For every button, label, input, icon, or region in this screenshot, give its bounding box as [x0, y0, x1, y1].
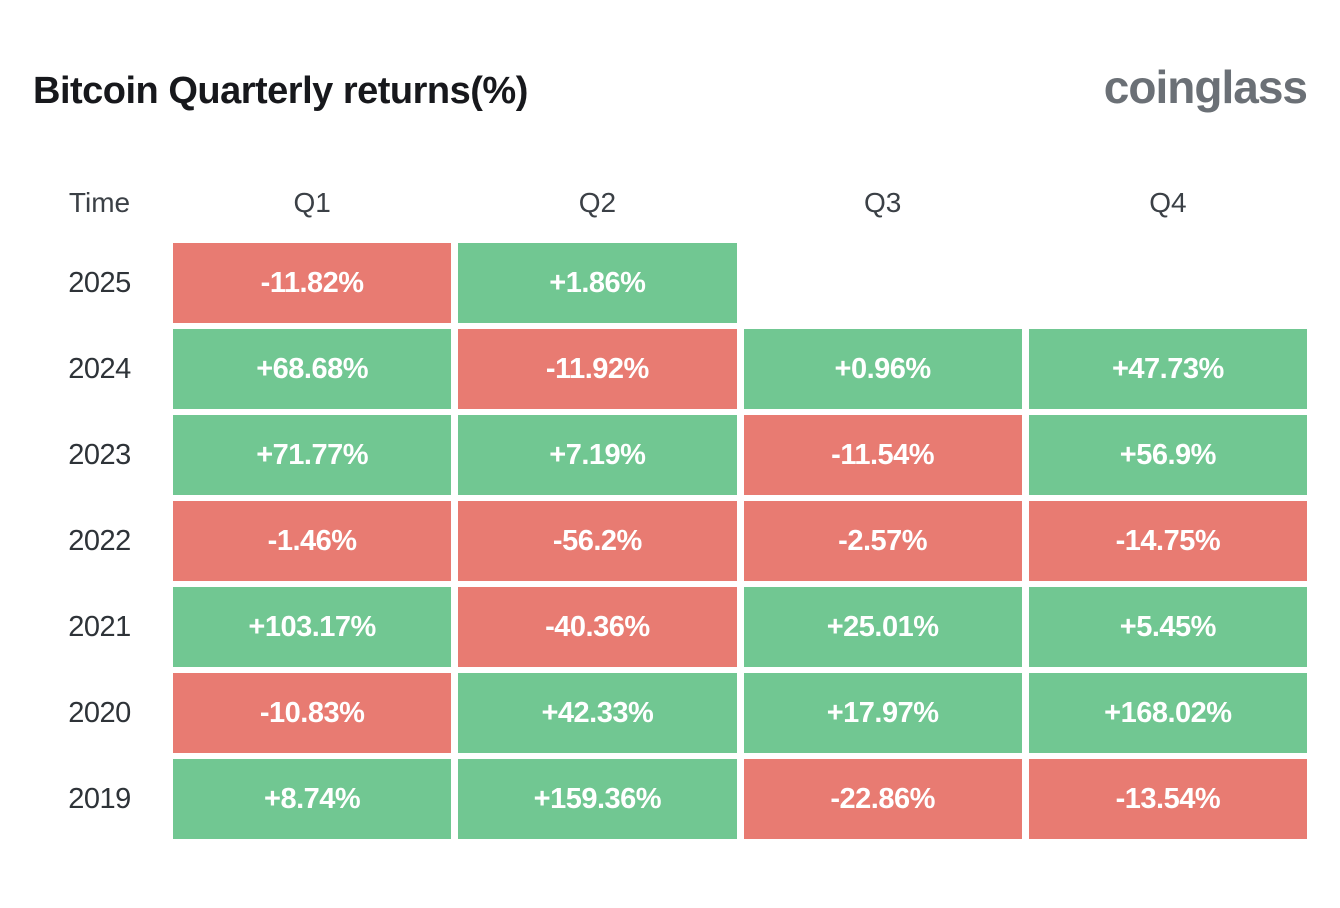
page-title: Bitcoin Quarterly returns(%) [33, 70, 528, 112]
top-bar: Bitcoin Quarterly returns(%) coinglass [33, 60, 1308, 114]
return-cell: -13.54% [1028, 759, 1307, 839]
return-cell: +25.01% [743, 587, 1022, 667]
column-header-q2: Q2 [578, 187, 617, 218]
return-cell: +7.19% [458, 415, 737, 495]
return-cell: -11.92% [458, 329, 737, 409]
column-header-q1: Q1 [293, 187, 331, 218]
return-cell: +103.17% [173, 587, 452, 667]
return-cell: -10.83% [173, 673, 452, 753]
return-cell: +5.45% [1028, 587, 1307, 667]
return-cell: -2.57% [743, 501, 1022, 581]
return-cell: +8.74% [173, 759, 452, 839]
table-row: 2019 +8.74% +159.36% -22.86% -13.54% [33, 759, 1307, 839]
table-row: 2023 +71.77% +7.19% -11.54% +56.9% [33, 415, 1307, 495]
return-cell: +1.86% [458, 243, 737, 323]
table-row: 2020 -10.83% +42.33% +17.97% +168.02% [33, 673, 1307, 753]
return-cell: +168.02% [1028, 673, 1307, 753]
return-cell: +47.73% [1028, 329, 1307, 409]
return-cell: +42.33% [458, 673, 737, 753]
return-cell: -1.46% [173, 501, 452, 581]
return-cell: +56.9% [1028, 415, 1307, 495]
return-cell: +0.96% [743, 329, 1022, 409]
year-label: 2023 [68, 438, 131, 471]
column-header-q3: Q3 [863, 187, 902, 218]
page: Bitcoin Quarterly returns(%) coinglass T… [0, 60, 1340, 839]
return-cell: -22.86% [743, 759, 1022, 839]
year-label: 2021 [68, 610, 131, 643]
table-row: 2025 -11.82% +1.86% [33, 243, 1307, 323]
coinglass-logo: coinglass [1103, 61, 1308, 113]
returns-table: 2025 -11.82% +1.86% 2024 +68.68% -11.92% +0.96… [33, 243, 1307, 839]
return-cell: +17.97% [743, 673, 1022, 753]
return-cell: +159.36% [458, 759, 737, 839]
year-label: 2022 [68, 524, 131, 557]
return-cell: -56.2% [458, 501, 737, 581]
column-header-q4: Q4 [1149, 187, 1187, 218]
table-row: 2024 +68.68% -11.92% +0.96% +47.73% [33, 329, 1307, 409]
year-label: 2025 [68, 266, 131, 299]
year-label: 2020 [68, 696, 131, 729]
table-row: 2022 -1.46% -56.2% -2.57% -14.75% [33, 501, 1307, 581]
return-cell: +71.77% [173, 415, 452, 495]
return-cell: +68.68% [173, 329, 452, 409]
return-cell: -14.75% [1028, 501, 1307, 581]
table-header-row: Time Q1 Q2 Q3 Q4 [33, 186, 1307, 220]
empty-cell [1029, 243, 1307, 323]
return-cell: -11.82% [173, 243, 452, 323]
return-cell: -40.36% [458, 587, 737, 667]
empty-cell [744, 243, 1022, 323]
year-label: 2024 [68, 352, 131, 385]
return-cell: -11.54% [743, 415, 1022, 495]
year-label: 2019 [68, 782, 131, 815]
table-row: 2021 +103.17% -40.36% +25.01% +5.45% [33, 587, 1307, 667]
column-header-time: Time [68, 187, 131, 218]
